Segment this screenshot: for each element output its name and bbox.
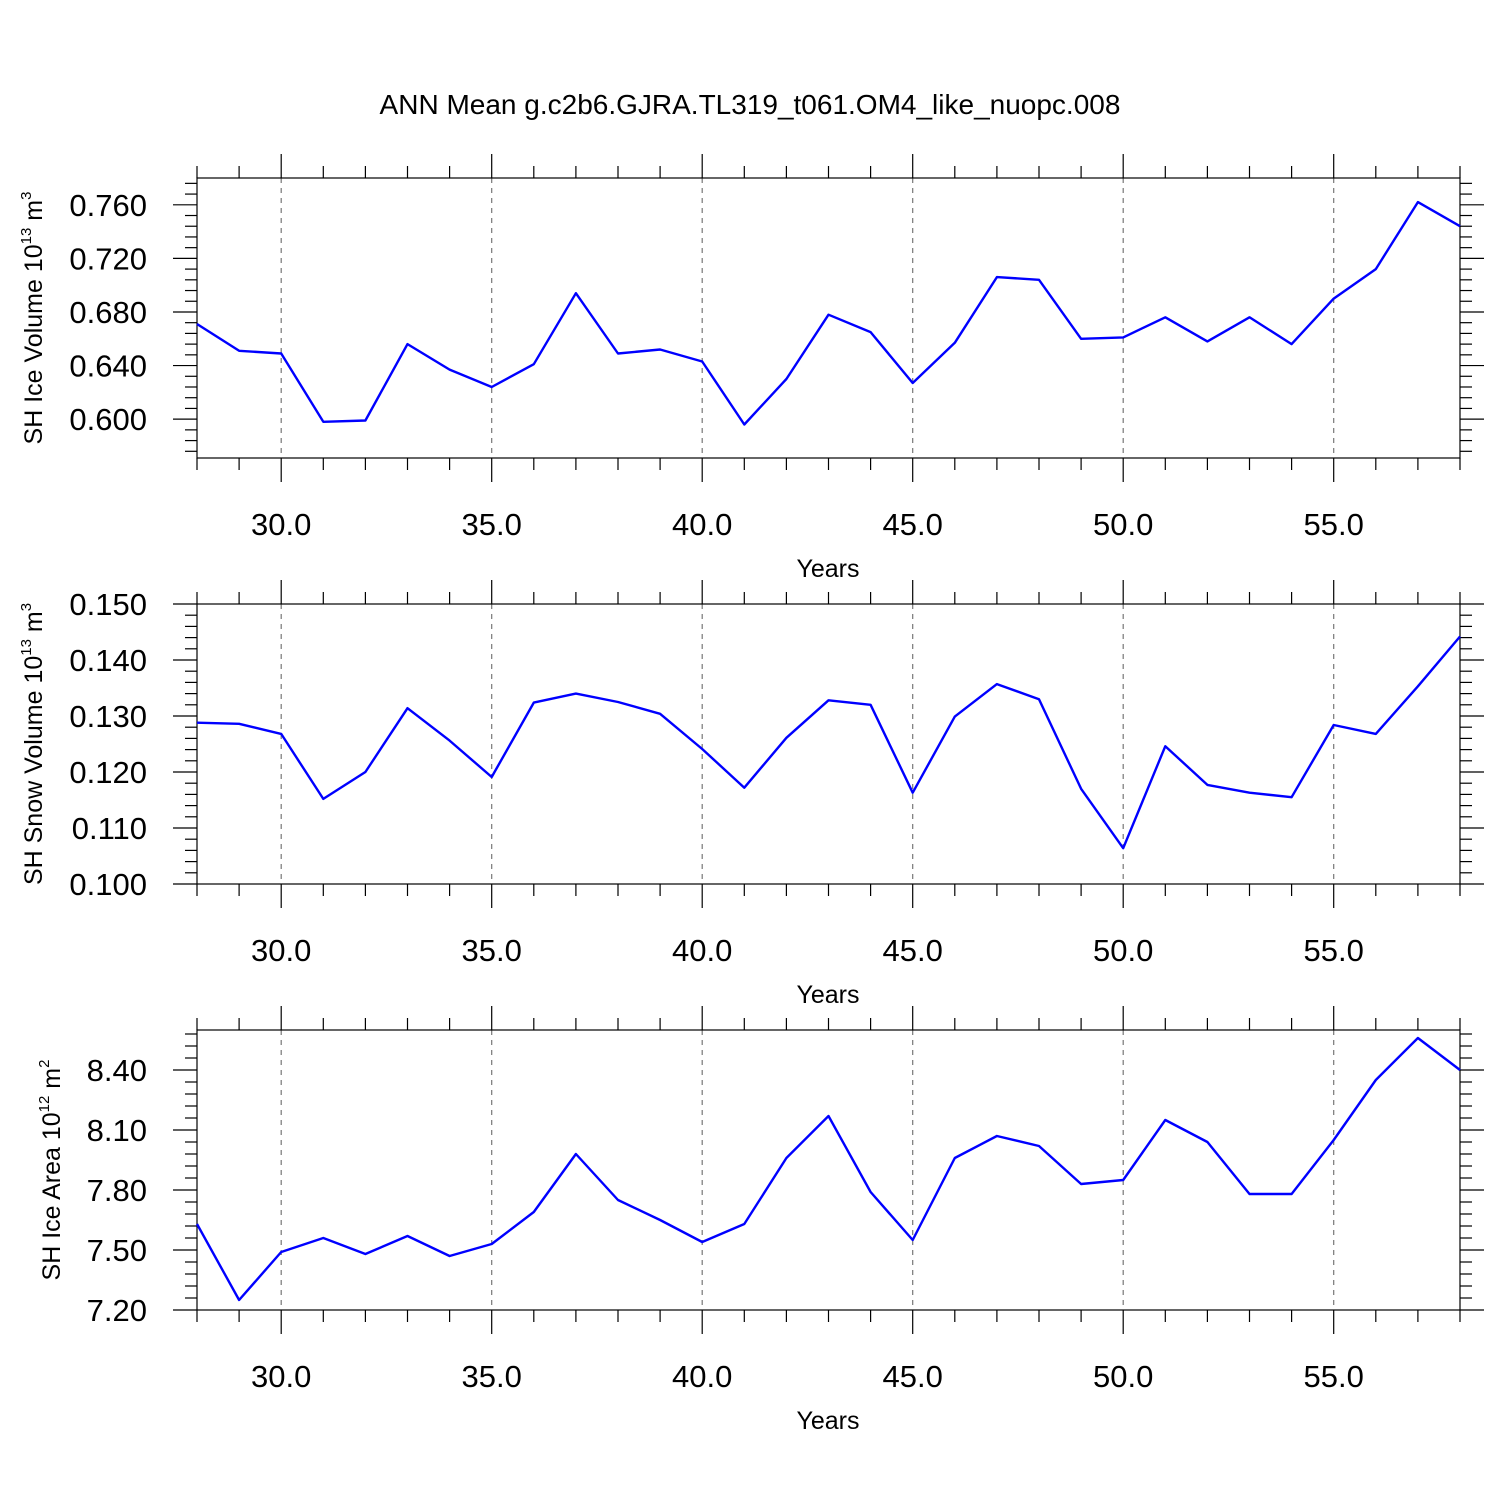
x-tick-label: 30.0 [251,933,311,968]
x-tick-label: 30.0 [251,507,311,542]
y-tick-label: 0.120 [69,755,147,790]
y-tick-label: 0.680 [69,295,147,330]
y-tick-label: 0.110 [72,811,147,846]
x-tick-label: 40.0 [672,933,732,968]
ylabel-ice-volume: SH Ice Volume 1013 m3 [18,192,48,445]
x-tick-label: 45.0 [883,507,943,542]
y-tick-label: 7.50 [87,1233,147,1268]
panel-ice-volume: Years SH Ice Volume 1013 m3 [18,192,860,583]
x-tick-label: 45.0 [883,933,943,968]
series-line-ice-volume [196,200,1461,426]
x-tick-label: 35.0 [462,507,522,542]
x-tick-label: 55.0 [1304,933,1364,968]
panel-ice-area: Years SH Ice Area 1012 m2 [36,1060,860,1435]
xlabel-ice-volume: Years [796,555,859,583]
y-tick-label: 0.140 [69,643,147,678]
plot-frame [196,1029,1461,1311]
plot-area-ice-volume: 30.0 35.0 40.0 45.0 50.0 55.0 0.600 0.640 0.680 0… [69,154,1484,542]
x-tick-label: 35.0 [462,933,522,968]
y-tick-label: 7.80 [87,1173,147,1208]
y-tick-label: 0.130 [69,699,147,734]
y-tick-label: 0.100 [69,867,147,902]
x-tick-label: 55.0 [1304,1359,1364,1394]
y-tick-label: 8.40 [87,1053,147,1088]
ylabel-ice-area: SH Ice Area 1012 m2 [36,1060,66,1281]
y-tick-label: 0.150 [69,587,147,622]
y-tick-label: 0.720 [69,241,147,276]
x-tick-label: 40.0 [672,507,732,542]
series-line-snow-volume [196,635,1461,850]
y-tick-label: 0.600 [69,402,147,437]
plot-frame [196,177,1461,459]
x-tick-label: 50.0 [1093,1359,1153,1394]
x-tick-label: 55.0 [1304,507,1364,542]
y-tick-label: 0.760 [69,188,147,223]
y-tick-label: 0.640 [69,349,147,384]
series-line-ice-area [195,1036,1461,1302]
plot-area-ice-area: 30.0 35.0 40.0 45.0 50.0 55.0 7.20 7.50 7.80 8.10… [87,1006,1484,1394]
ylabel-snow-volume: SH Snow Volume 1013 m3 [18,603,48,885]
x-tick-label: 40.0 [672,1359,732,1394]
x-tick-label: 50.0 [1093,507,1153,542]
panel-snow-volume: Years SH Snow Volume 1013 m3 [18,603,860,1009]
x-tick-label: 35.0 [462,1359,522,1394]
y-tick-label: 8.10 [87,1113,147,1148]
plot-frame [196,603,1461,885]
x-tick-label: 30.0 [251,1359,311,1394]
plot-area-snow-volume: 30.0 35.0 40.0 45.0 50.0 55.0 0.100 0.110 0.120 0… [69,580,1484,968]
xlabel-snow-volume: Years [796,981,859,1009]
x-tick-label: 45.0 [883,1359,943,1394]
y-tick-label: 7.20 [87,1293,147,1328]
x-tick-label: 50.0 [1093,933,1153,968]
chart-title: ANN Mean g.c2b6.GJRA.TL319_t061.OM4_like… [380,89,1121,120]
xlabel-ice-area: Years [796,1407,859,1435]
